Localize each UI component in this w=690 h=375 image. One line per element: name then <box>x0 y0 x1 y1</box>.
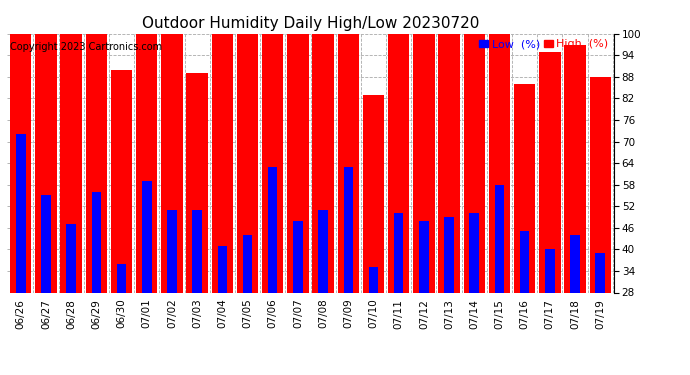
Bar <box>10 34 32 375</box>
Bar <box>368 267 378 375</box>
Bar <box>438 34 460 375</box>
Bar <box>363 95 384 375</box>
Bar <box>66 224 76 375</box>
Bar <box>589 77 611 375</box>
Bar <box>142 181 152 375</box>
Bar <box>344 167 353 375</box>
Bar <box>520 231 529 375</box>
Bar <box>595 253 605 375</box>
Bar <box>394 213 404 375</box>
Bar <box>117 264 126 375</box>
Bar <box>212 34 233 375</box>
Bar <box>167 210 177 375</box>
Bar <box>388 34 409 375</box>
Bar <box>293 220 303 375</box>
Bar <box>570 235 580 375</box>
Text: Copyright 2023 Cartronics.com: Copyright 2023 Cartronics.com <box>10 42 162 51</box>
Bar <box>514 84 535 375</box>
Bar <box>318 210 328 375</box>
Bar <box>193 210 202 375</box>
Bar <box>564 45 586 375</box>
Legend: Low  (%), High  (%): Low (%), High (%) <box>480 39 609 49</box>
Bar <box>539 52 560 375</box>
Bar <box>413 34 435 375</box>
Bar <box>545 249 555 375</box>
Bar <box>237 34 258 375</box>
Bar <box>489 34 510 375</box>
Bar <box>464 34 485 375</box>
Bar <box>136 34 157 375</box>
Bar <box>243 235 253 375</box>
Bar <box>444 217 454 375</box>
Bar <box>217 246 227 375</box>
Bar <box>86 34 107 375</box>
Bar <box>161 34 183 375</box>
Title: Outdoor Humidity Daily High/Low 20230720: Outdoor Humidity Daily High/Low 20230720 <box>142 16 479 31</box>
Bar <box>287 34 308 375</box>
Bar <box>111 70 132 375</box>
Bar <box>469 213 479 375</box>
Bar <box>262 34 284 375</box>
Bar <box>41 195 51 375</box>
Bar <box>337 34 359 375</box>
Bar <box>419 220 428 375</box>
Bar <box>268 167 277 375</box>
Bar <box>16 134 26 375</box>
Bar <box>495 185 504 375</box>
Bar <box>92 192 101 375</box>
Bar <box>186 73 208 375</box>
Bar <box>61 34 82 375</box>
Bar <box>313 34 334 375</box>
Bar <box>35 34 57 375</box>
